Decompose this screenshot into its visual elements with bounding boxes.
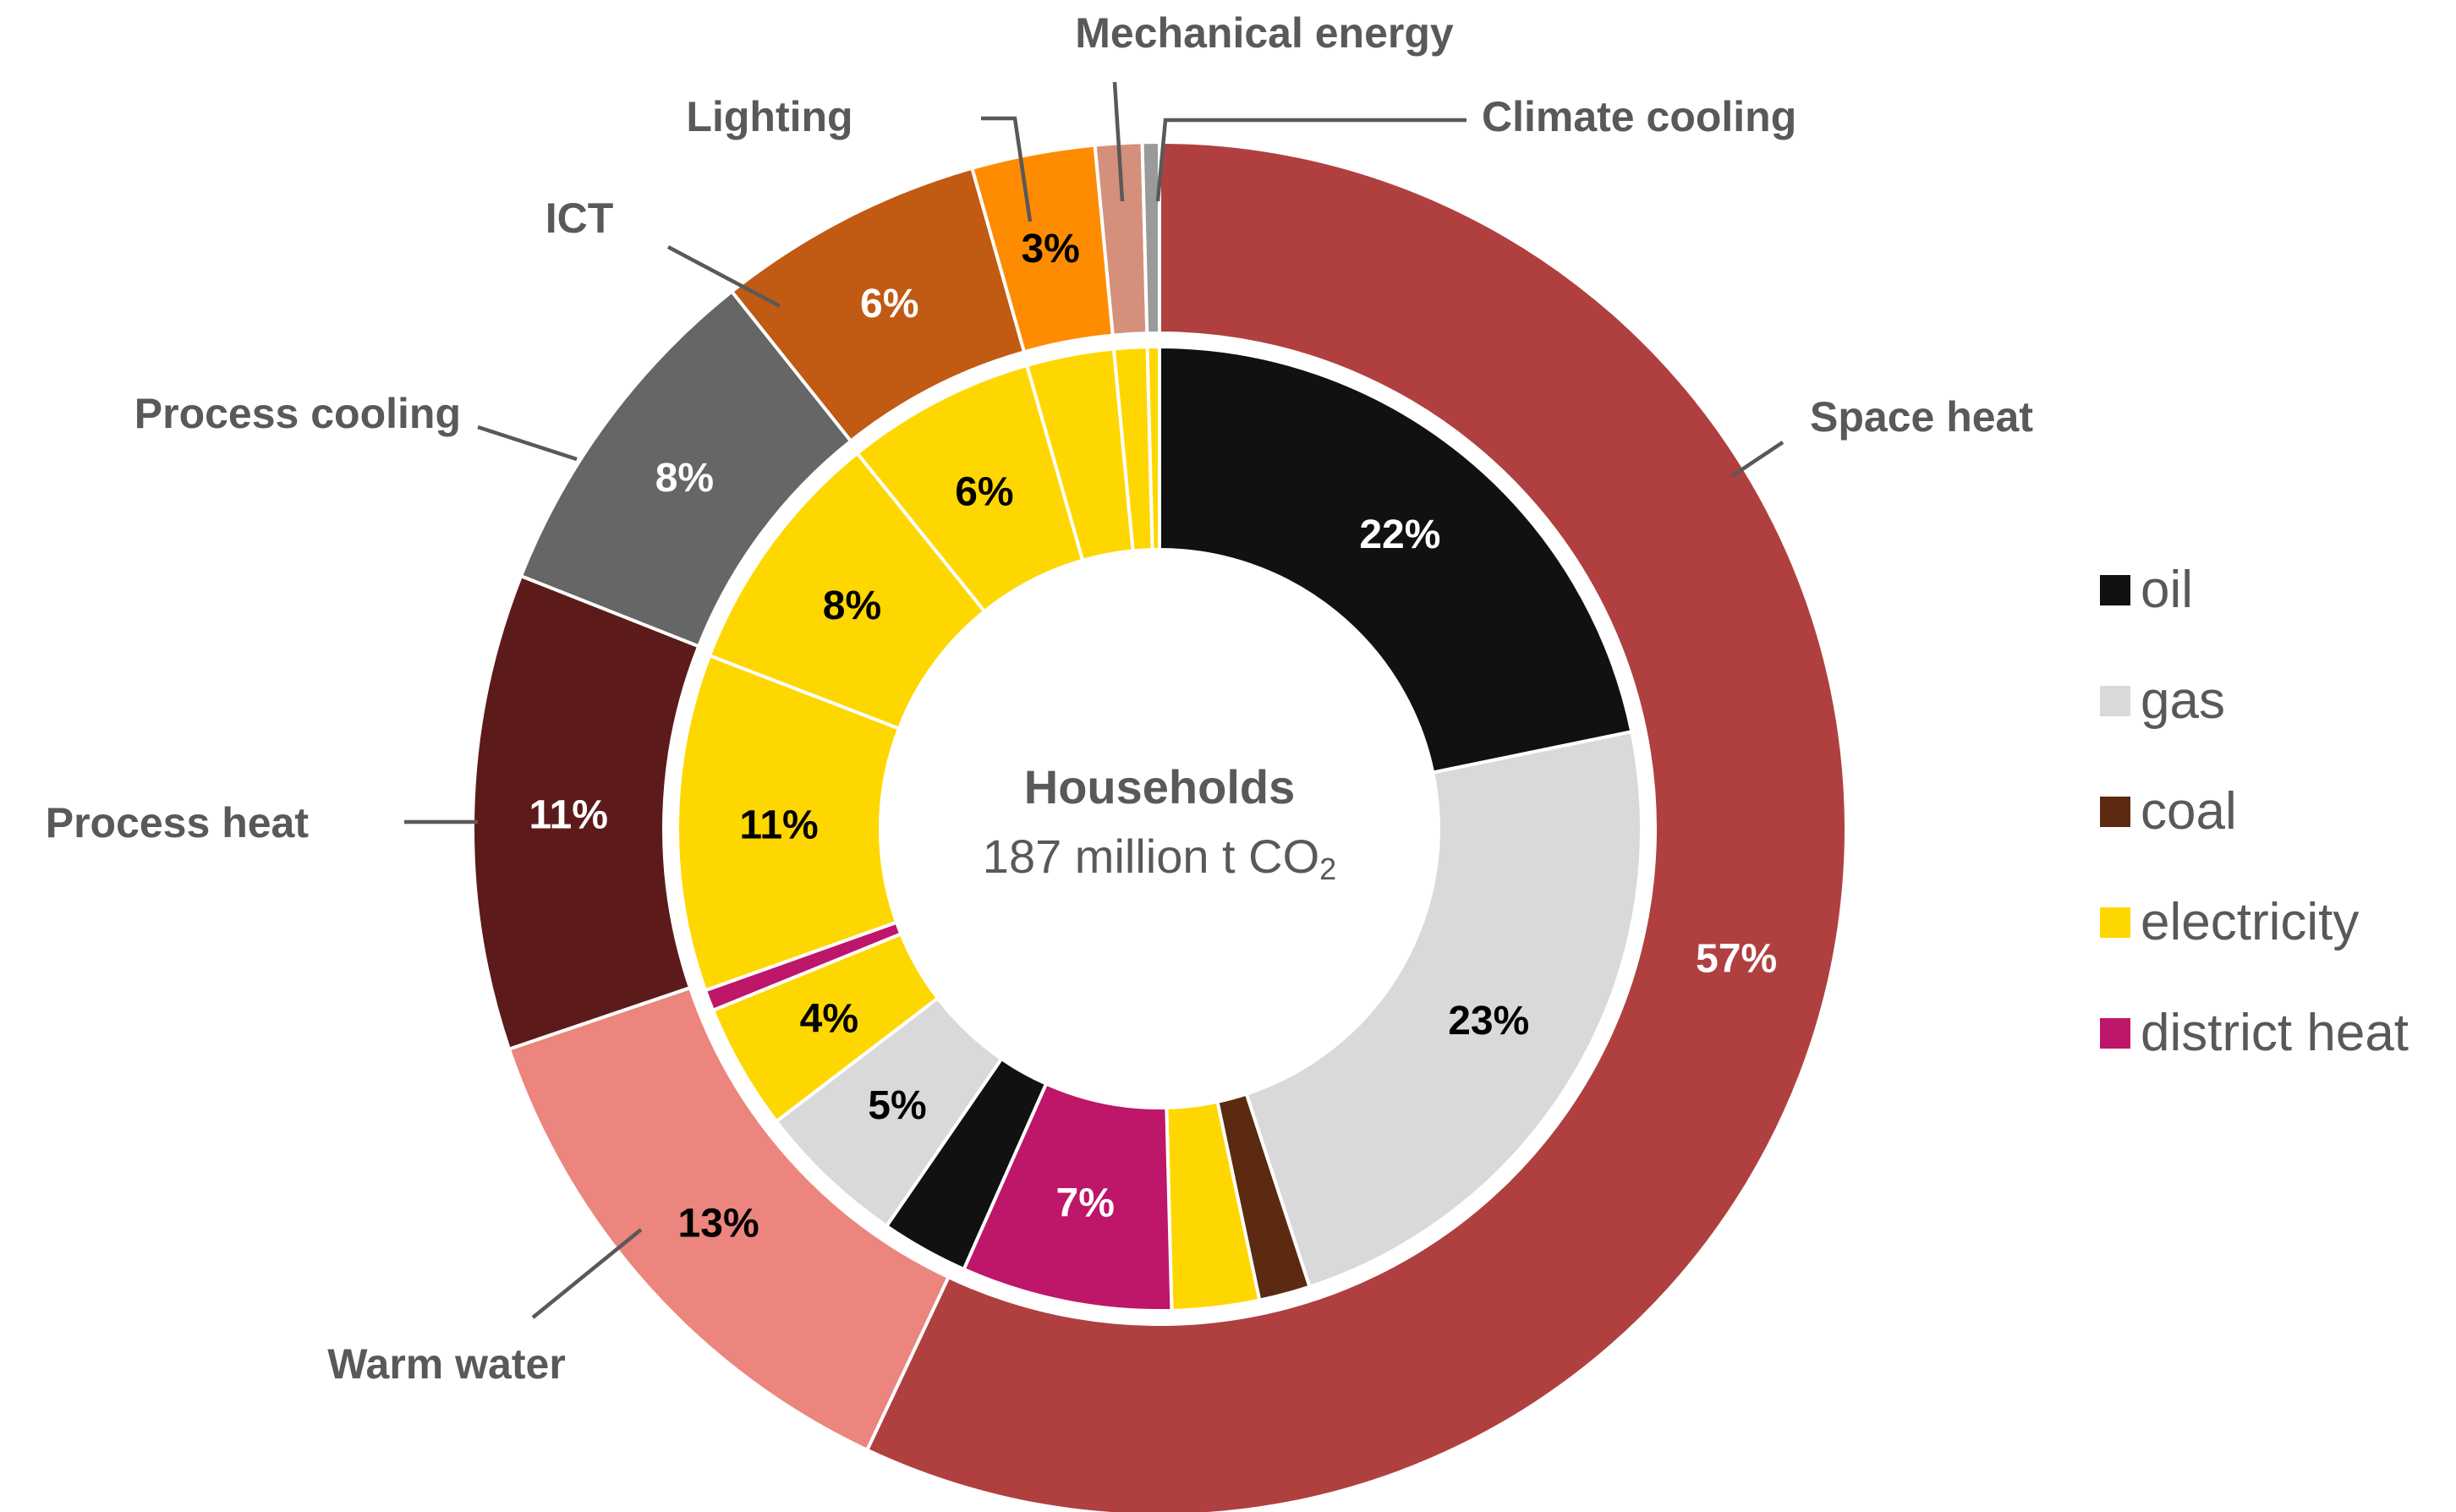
center-subtitle: 187 million t CO2 [983, 830, 1336, 886]
legend-swatch-coal [2100, 797, 2130, 827]
outer-label-ict: 6% [860, 282, 918, 326]
outer-segment-climate-cooling [1140, 140, 1161, 336]
category-label-mechanical-energy: Mechanical energy [1075, 9, 1454, 57]
inner-segment-climate-cooling-electricity [1145, 344, 1161, 552]
legend-label-district-heat: district heat [2141, 1004, 2409, 1062]
category-label-space-heat: Space heat [1810, 393, 2033, 441]
inner-label-warm-water-electricity: 4% [800, 996, 858, 1041]
inner-label-space-heat-district-heat: 7% [1056, 1181, 1115, 1225]
legend-swatch-gas [2100, 686, 2130, 716]
category-label-ict: ICT [545, 194, 614, 242]
center-title: Households [1024, 760, 1295, 814]
leader-lines [404, 81, 1784, 1319]
category-label-process-heat: Process heat [46, 799, 310, 846]
outer-label-process-cooling: 8% [655, 456, 714, 501]
legend-label-coal: coal [2141, 782, 2237, 841]
category-label-climate-cooling: Climate cooling [1482, 93, 1796, 140]
inner-ring [676, 344, 1643, 1312]
outer-label-process-heat: 11% [529, 792, 608, 837]
category-label-warm-water: Warm water [327, 1340, 566, 1388]
category-label-lighting: Lighting [686, 93, 852, 140]
legend-label-oil: oil [2141, 561, 2193, 619]
inner-label-space-heat-oil: 22% [1359, 512, 1440, 557]
legend-label-gas: gas [2141, 671, 2225, 730]
inner-label-process-cooling-electricity: 8% [823, 583, 881, 628]
inner-label-space-heat-gas: 23% [1448, 999, 1529, 1044]
inner-segment-space-heat-gas [1244, 729, 1643, 1290]
legend-swatch-oil [2100, 575, 2130, 605]
leader-line-warm-water [531, 1228, 643, 1319]
legend-swatch-electricity [2100, 907, 2130, 938]
leader-line-space-heat [1730, 441, 1784, 478]
outer-label-warm-water: 13% [678, 1202, 759, 1246]
outer-ring [471, 140, 1849, 1512]
leader-line-climate-cooling [1155, 118, 1466, 202]
legend-label-electricity: electricity [2141, 893, 2359, 951]
inner-label-warm-water-gas: 5% [868, 1083, 926, 1128]
outer-segment-space-heat [864, 140, 1849, 1512]
legend: oil gas coal electricity district heat [2100, 561, 2409, 1062]
outer-label-space-heat: 57% [1696, 936, 1777, 981]
segment-labels: 57% 13% 11% 8% 6% 3% 22% 23% 7% 5%4% 11% 8% 6% Space … [46, 9, 2034, 1388]
category-label-process-cooling: Process cooling [134, 390, 461, 437]
center-label: Households 187 million t CO2 [983, 760, 1336, 886]
leader-line-process-cooling [477, 425, 578, 462]
legend-swatch-district-heat [2100, 1018, 2130, 1049]
leader-line-lighting [981, 116, 1033, 222]
inner-segment-process-heat-electricity [676, 653, 902, 993]
inner-segment-space-heat-oil [1158, 344, 1634, 775]
leader-line-mechanical-energy [1112, 81, 1125, 202]
inner-label-ict-electricity: 6% [955, 469, 1013, 514]
inner-label-process-heat-electricity: 11% [739, 803, 818, 847]
outer-label-lighting: 3% [1021, 227, 1079, 271]
leader-line-ict [666, 245, 781, 308]
